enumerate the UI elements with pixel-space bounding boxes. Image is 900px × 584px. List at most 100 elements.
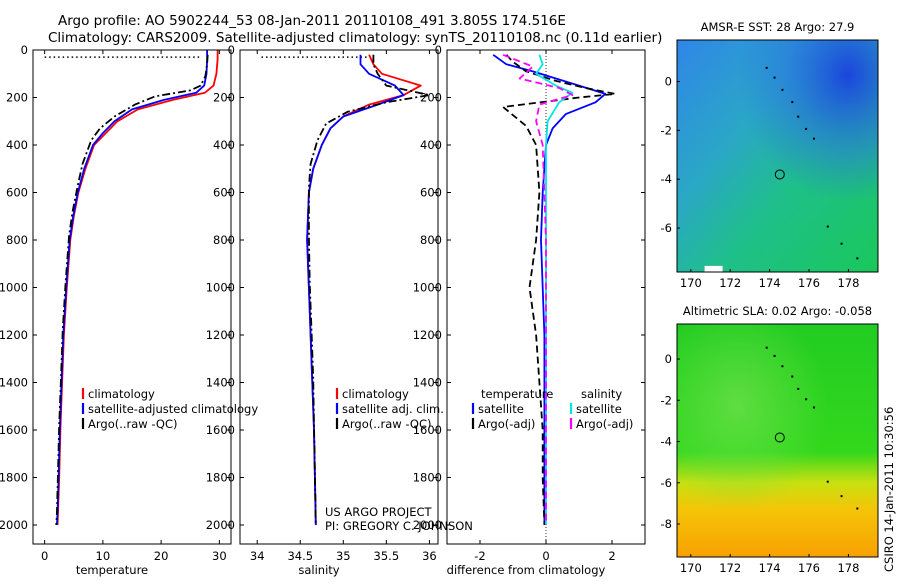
island-speckle — [781, 88, 784, 91]
island-speckle — [840, 242, 843, 245]
y-tick-label: 400 — [6, 138, 28, 152]
y-tick-label: 1800 — [0, 471, 28, 485]
credit-project: US ARGO PROJECT — [325, 505, 433, 519]
legend-label: climatology — [88, 387, 155, 401]
series-climatology — [306, 54, 422, 526]
profile-location-marker — [774, 169, 785, 180]
legend-label: satellite adj. clim. — [342, 402, 444, 416]
series-salinity-satellite — [535, 54, 574, 525]
legend-label: Argo(-adj) — [576, 417, 633, 431]
map-frame — [676, 39, 879, 273]
map-sst: AMSR-E SST: 28 Argo: 27.9 170 172 174 176 178… — [661, 20, 879, 290]
y-tick-label: 800 — [420, 233, 442, 247]
missing-data-patch — [704, 265, 723, 272]
x-axis-label: temperature — [76, 563, 148, 577]
y-tick-label: -8 — [661, 517, 672, 531]
y-tick-label: 0 — [665, 352, 672, 366]
x-tick-label: 10 — [96, 549, 111, 563]
y-tick-label: 600 — [420, 186, 442, 200]
island-speckle — [765, 346, 768, 349]
x-tick-label: 0 — [542, 549, 549, 563]
y-tick-label: 1000 — [206, 281, 235, 295]
y-tick-label: -6 — [661, 476, 672, 490]
x-tick-label: 174 — [759, 276, 781, 290]
y-tick-label: 1600 — [413, 423, 442, 437]
legend-label: climatology — [342, 387, 409, 401]
y-tick-label: 600 — [6, 186, 28, 200]
y-tick-label: -2 — [661, 123, 672, 137]
figure-title-line2: Climatology: CARS2009. Satellite-adjuste… — [48, 30, 662, 46]
island-speckle — [856, 507, 859, 510]
panel-data — [44, 50, 219, 526]
x-tick-label: 0 — [41, 549, 48, 563]
x-tick-label: 35.5 — [374, 549, 400, 563]
x-axis-label: difference from climatology — [447, 563, 606, 577]
profile-location-marker — [774, 432, 785, 443]
island-speckle — [773, 354, 776, 357]
y-tick-label: 1800 — [206, 471, 235, 485]
series-satellite-adj-clim- — [306, 54, 405, 526]
credit-pi: PI: GREGORY C. JOHNSON — [325, 519, 473, 533]
island-speckle — [805, 127, 808, 130]
y-tick-label: 600 — [213, 186, 235, 200]
series-salinity-argo-adj- — [502, 53, 574, 525]
y-tick-label: 0 — [665, 75, 672, 89]
x-axis-label: salinity — [298, 563, 339, 577]
x-tick-label: 170 — [680, 276, 702, 290]
island-speckle — [791, 101, 794, 104]
y-tick-label: 0 — [228, 43, 235, 57]
y-tick-label: 400 — [420, 138, 442, 152]
legend-title-salinity: salinity — [581, 387, 622, 401]
series-temperature-satellite — [492, 54, 607, 525]
y-tick-label: 0 — [435, 43, 442, 57]
y-tick-label: 200 — [6, 91, 28, 105]
y-tick-label: -2 — [661, 393, 672, 407]
series-climatology — [56, 50, 219, 526]
y-tick-label: 2000 — [206, 518, 235, 532]
x-tick-label: 170 — [680, 561, 702, 575]
y-tick-label: 1200 — [413, 328, 442, 342]
series-argo-raw-qc- — [55, 54, 209, 526]
legend-label: satellite-adjusted climatology — [88, 402, 258, 416]
y-tick-label: 2000 — [0, 518, 28, 532]
y-tick-label: 1000 — [413, 281, 442, 295]
island-speckle — [781, 365, 784, 368]
y-tick-label: 1600 — [0, 423, 28, 437]
y-tick-label: 800 — [213, 233, 235, 247]
island-speckle — [826, 480, 829, 483]
island-speckle — [812, 406, 815, 409]
legend-label: Argo(..raw -QC) — [88, 417, 178, 431]
x-tick-label: 35 — [336, 549, 351, 563]
island-speckle — [805, 398, 808, 401]
y-tick-label: 200 — [213, 91, 235, 105]
x-tick-label: 2 — [608, 549, 615, 563]
y-tick-label: 1200 — [206, 328, 235, 342]
map-frame — [676, 323, 879, 558]
map-field-overlay — [677, 324, 878, 557]
y-tick-label: 1800 — [413, 471, 442, 485]
legend-title-temperature: temperature — [481, 387, 553, 401]
side-timestamp: CSIRO 14-Jan-2011 10:30:56 — [882, 407, 896, 572]
y-tick-label: 800 — [6, 233, 28, 247]
island-speckle — [812, 137, 815, 140]
x-tick-label: -2 — [474, 549, 485, 563]
y-tick-label: 1400 — [206, 376, 235, 390]
map-title: AMSR-E SST: 28 Argo: 27.9 — [701, 20, 855, 34]
y-tick-label: 1600 — [206, 423, 235, 437]
y-tick-label: 0 — [21, 43, 28, 57]
island-speckle — [791, 375, 794, 378]
y-tick-label: 400 — [213, 138, 235, 152]
x-tick-label: 172 — [719, 276, 741, 290]
panel-difference: 0 200 400 600 800 1000 1200 1400 1600 1800 2000 -2 0… — [413, 43, 646, 577]
series-argo-raw-qc- — [307, 54, 431, 526]
legend-label: satellite — [478, 402, 524, 416]
island-speckle — [797, 115, 800, 118]
island-speckle — [765, 66, 768, 69]
island-speckle — [840, 495, 843, 498]
x-tick-label: 30 — [212, 549, 227, 563]
